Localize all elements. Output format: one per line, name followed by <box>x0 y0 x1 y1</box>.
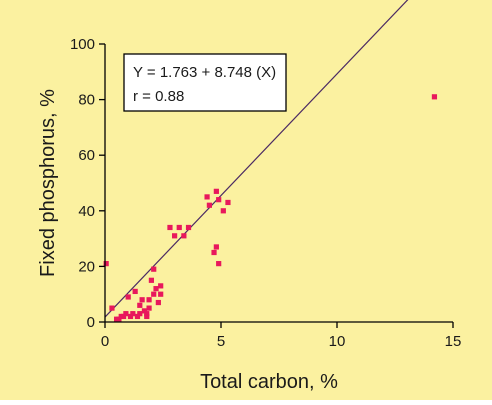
data-layer <box>103 0 438 322</box>
data-point <box>127 313 134 320</box>
data-point <box>151 291 157 297</box>
y-tick-label: 0 <box>87 314 95 331</box>
data-point <box>130 311 136 317</box>
data-point <box>167 224 173 231</box>
data-point <box>225 199 231 206</box>
data-point <box>146 297 152 303</box>
data-point <box>103 261 109 267</box>
data-point <box>431 94 438 100</box>
regression-line <box>104 0 409 318</box>
y-axis-label: Fixed phosphorus, % <box>37 89 59 277</box>
data-point <box>211 249 217 256</box>
y-tick-label: 60 <box>78 147 95 164</box>
x-tick-label: 15 <box>445 333 462 350</box>
x-tick-label: 0 <box>101 333 109 350</box>
data-point <box>153 286 159 292</box>
data-point <box>120 313 127 320</box>
data-point <box>213 188 219 194</box>
data-point <box>139 297 145 303</box>
data-point <box>134 313 141 320</box>
data-point <box>116 316 122 322</box>
data-point <box>216 261 222 267</box>
data-point <box>204 194 210 200</box>
data-point <box>123 311 129 317</box>
data-point <box>132 288 138 295</box>
y-tick-label: 40 <box>78 203 95 220</box>
regression-annotation: Y = 1.763 + 8.748 (X) r = 0.88 <box>123 53 287 112</box>
data-point <box>137 311 143 317</box>
y-tick-label: 100 <box>70 36 95 53</box>
annotation-box <box>123 53 287 112</box>
correlation-coefficient: r = 0.88 <box>133 88 184 105</box>
axes-layer <box>104 44 453 323</box>
data-point <box>146 305 152 311</box>
data-point <box>206 202 212 208</box>
data-point <box>220 208 226 214</box>
data-point <box>158 291 164 297</box>
data-point <box>172 233 178 239</box>
data-point <box>144 313 150 320</box>
data-point <box>158 283 164 289</box>
ticks-layer: 0 5 10 15 0 20 40 60 80 100 <box>70 36 461 350</box>
y-tick-label: 20 <box>78 258 95 275</box>
data-point <box>185 224 192 231</box>
data-point <box>137 302 143 308</box>
y-tick-label: 80 <box>78 92 95 109</box>
data-point <box>141 308 148 314</box>
data-point <box>109 305 115 311</box>
x-tick-label: 10 <box>329 333 346 350</box>
data-point <box>216 197 222 203</box>
data-point <box>125 294 131 300</box>
regression-equation: Y = 1.763 + 8.748 (X) <box>133 64 276 81</box>
data-point <box>155 299 161 306</box>
data-point <box>213 244 219 250</box>
x-axis-label: Total carbon, % <box>200 371 338 393</box>
x-tick-label: 5 <box>217 333 225 350</box>
data-point <box>176 224 182 231</box>
data-point <box>181 233 187 239</box>
data-point <box>151 266 157 272</box>
data-point <box>148 277 154 283</box>
data-point <box>144 311 150 317</box>
